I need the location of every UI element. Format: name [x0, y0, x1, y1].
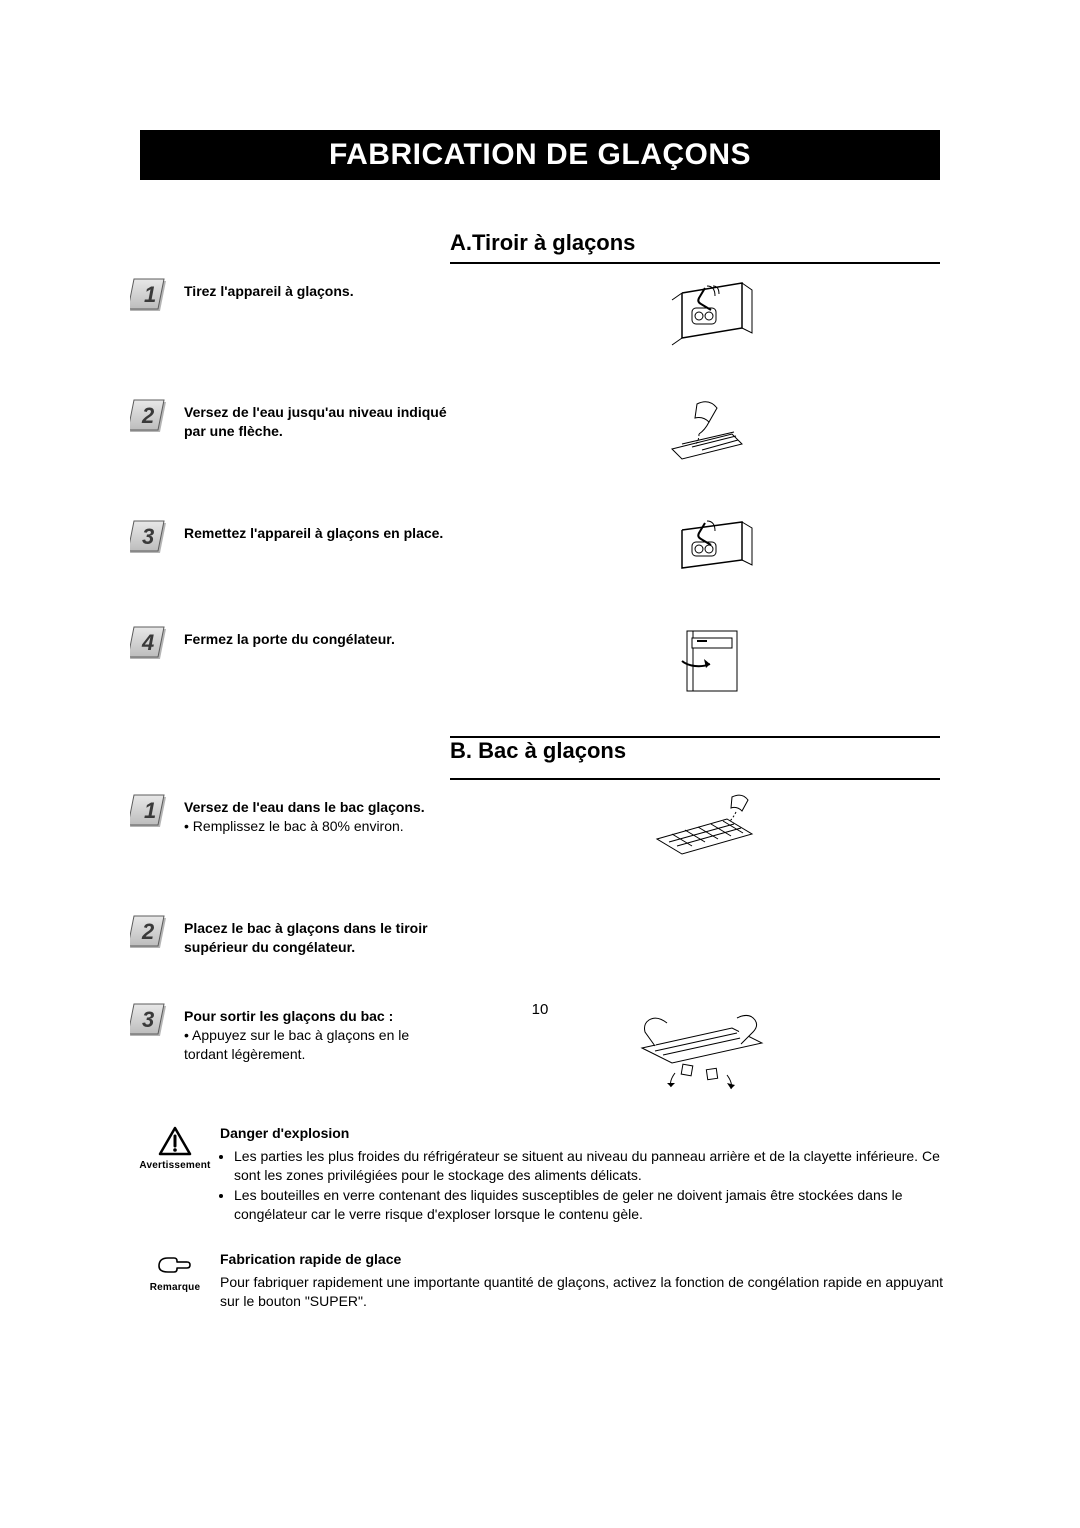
warning-icon-block: Avertissement: [130, 1124, 220, 1171]
step-illustration: [454, 278, 950, 353]
note-label: Remarque: [130, 1282, 220, 1293]
warning-callout: Avertissement Danger d'explosion Les par…: [130, 1124, 950, 1226]
note-heading: Fabrication rapide de glace: [220, 1250, 950, 1269]
warning-item: Les bouteilles en verre contenant des li…: [234, 1186, 950, 1224]
step-illustration: [454, 626, 950, 706]
step-bold: Versez de l'eau jusqu'au niveau indiqué …: [184, 404, 447, 439]
step-digit: 1: [144, 282, 156, 307]
warning-triangle-icon: [130, 1126, 220, 1156]
step-body: Remplissez le bac à 80% environ.: [184, 817, 454, 836]
step-text: Versez de l'eau jusqu'au niveau indiqué …: [184, 399, 454, 441]
page-number: 10: [532, 1001, 549, 1018]
step-number-badge: 1: [130, 278, 166, 312]
step-number-badge: 2: [130, 399, 166, 433]
step-text: Pour sortir les glaçons du bac : Appuyez…: [184, 1003, 454, 1064]
section-underline: [450, 778, 940, 780]
note-icon-block: Remarque: [130, 1250, 220, 1293]
step-text: Placez le bac à glaçons dans le tiroir s…: [184, 915, 454, 957]
note-body: Fabrication rapide de glace Pour fabriqu…: [220, 1250, 950, 1311]
warning-heading: Danger d'explosion: [220, 1124, 950, 1143]
step-digit: 4: [141, 630, 154, 655]
step-digit: 3: [142, 1007, 154, 1032]
step-number-badge: 1: [130, 794, 166, 828]
step-digit: 2: [141, 403, 155, 428]
warning-body: Danger d'explosion Les parties les plus …: [220, 1124, 950, 1226]
section-a-step-1: 1 Tirez l'appareil à glaçons.: [130, 278, 950, 353]
step-bold: Pour sortir les glaçons du bac :: [184, 1008, 393, 1024]
note-hand-icon: [130, 1252, 220, 1278]
step-illustration: [454, 520, 950, 580]
note-text: Pour fabriquer rapidement une importante…: [220, 1273, 950, 1311]
warning-label: Avertissement: [130, 1160, 220, 1171]
step-illustration: [454, 1003, 950, 1098]
section-a-step-4: 4 Fermez la porte du congélateur.: [130, 626, 950, 706]
note-callout: Remarque Fabrication rapide de glace Pou…: [130, 1250, 950, 1311]
section-b-step-2: 2 Placez le bac à glaçons dans le tiroir…: [130, 915, 950, 957]
section-b-heading: B. Bac à glaçons: [450, 738, 940, 764]
section-a-step-3: 3 Remettez l'appareil à glaçons en place…: [130, 520, 950, 580]
section-a-heading: A.Tiroir à glaçons: [450, 230, 940, 264]
section-a-step-2: 2 Versez de l'eau jusqu'au niveau indiqu…: [130, 399, 950, 474]
document-page: FABRICATION DE GLAÇONS A.Tiroir à glaçon…: [0, 0, 1080, 1528]
step-text: Remettez l'appareil à glaçons en place.: [184, 520, 454, 543]
step-text: Versez de l'eau dans le bac glaçons. Rem…: [184, 794, 454, 836]
step-illustration: [454, 399, 950, 474]
step-illustration: [454, 794, 950, 869]
step-bold: Placez le bac à glaçons dans le tiroir s…: [184, 920, 428, 955]
step-number-badge: 3: [130, 1003, 166, 1037]
step-bold: Remettez l'appareil à glaçons en place.: [184, 525, 443, 541]
step-text: Fermez la porte du congélateur.: [184, 626, 454, 649]
step-body: Appuyez sur le bac à glaçons en le torda…: [184, 1026, 454, 1064]
step-number-badge: 3: [130, 520, 166, 554]
warning-item: Les parties les plus froides du réfrigér…: [234, 1147, 950, 1185]
section-b-step-1: 1 Versez de l'eau dans le bac glaçons. R…: [130, 794, 950, 869]
step-text: Tirez l'appareil à glaçons.: [184, 278, 454, 301]
step-number-badge: 4: [130, 626, 166, 660]
step-bold: Versez de l'eau dans le bac glaçons.: [184, 799, 425, 815]
step-digit: 3: [142, 524, 154, 549]
step-number-badge: 2: [130, 915, 166, 949]
step-bold: Fermez la porte du congélateur.: [184, 631, 395, 647]
page-title-banner: FABRICATION DE GLAÇONS: [140, 130, 940, 180]
step-digit: 1: [144, 798, 156, 823]
step-digit: 2: [141, 919, 155, 944]
step-bold: Tirez l'appareil à glaçons.: [184, 283, 354, 299]
